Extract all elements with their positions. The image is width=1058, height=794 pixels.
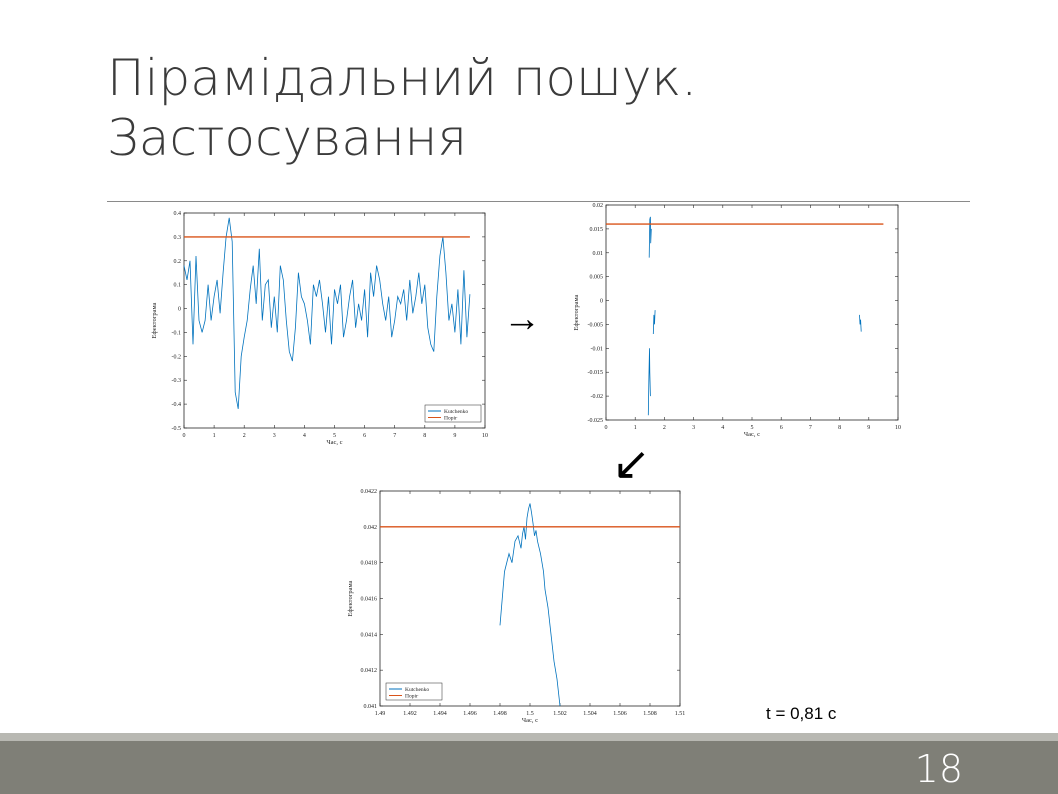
legend-label: Kutchenko: [444, 409, 468, 415]
y-tick-label: 0.015: [590, 227, 604, 233]
x-tick-label: 1.506: [613, 711, 627, 717]
x-tick-label: 5: [333, 433, 336, 439]
y-tick-label: -0.5: [172, 426, 182, 432]
chart-detection: 0 1 2 3 4 5 6 7 8 9 10 -0.025 -0.02 -0.015 -0.01 -0.005…: [573, 203, 901, 438]
x-tick-label: 3: [273, 433, 276, 439]
x-tick-label: 9: [453, 433, 456, 439]
y-tick-label: -0.01: [591, 346, 604, 352]
y-tick-label: 0.0412: [361, 668, 378, 674]
y-tick-label: 0.4: [174, 211, 182, 217]
x-tick-label: 10: [895, 425, 901, 431]
x-tick-label: 10: [482, 433, 488, 439]
arrow-right-icon: →: [503, 298, 541, 340]
y-tick-label: 0: [178, 307, 181, 313]
x-tick-label: 0: [605, 425, 608, 431]
slide-title: Пірамідальний пошук. Застосування: [107, 48, 1007, 168]
footer-accent: [0, 733, 1058, 741]
y-tick-label: 0.005: [590, 275, 604, 281]
x-tick-label: 1: [634, 425, 637, 431]
x-tick-label: 9: [867, 425, 870, 431]
y-tick-label: -0.1: [172, 330, 182, 336]
plot-area: [183, 212, 486, 429]
title-divider: [107, 201, 970, 202]
y-tick-label: 0.3: [174, 235, 182, 241]
x-tick-label: 4: [303, 433, 306, 439]
title-line-1: Пірамідальний пошук.: [107, 49, 698, 107]
y-tick-label: 0.041: [364, 704, 378, 710]
x-tick-label: 6: [363, 433, 366, 439]
y-tick-label: 0.0414: [361, 632, 378, 638]
y-tick-label: -0.005: [588, 322, 604, 328]
signal-line: [647, 348, 651, 416]
y-tick-label: -0.4: [172, 402, 182, 408]
title-line-2: Застосування: [107, 109, 467, 167]
y-tick-label: -0.025: [588, 418, 604, 424]
x-tick-label: 0: [183, 433, 186, 439]
y-tick-label: 0.2: [174, 259, 182, 265]
x-tick-label: 8: [838, 425, 841, 431]
x-axis-label: Час, с: [522, 717, 538, 724]
signal-line: [859, 314, 862, 332]
x-tick-label: 1.5: [526, 711, 534, 717]
arrow-down-left-icon: ↙: [612, 436, 651, 490]
y-tick-label: -0.02: [591, 394, 604, 400]
x-tick-label: 7: [393, 433, 396, 439]
x-tick-label: 1.49: [375, 711, 386, 717]
chart-zoom: 1.49 1.492 1.494 1.496 1.498 1.5 1.502 1.504 1.5…: [347, 489, 686, 724]
x-tick-label: 2: [243, 433, 246, 439]
x-tick-label: 1.51: [675, 711, 686, 717]
y-tick-label: 0.1: [174, 283, 182, 289]
x-tick-label: 1.498: [493, 711, 507, 717]
y-axis-label: Ефектограма: [573, 294, 580, 330]
x-tick-label: 1.504: [583, 711, 597, 717]
x-tick-label: 7: [809, 425, 812, 431]
chart-full-signal: 0 1 2 3 4 5 6 7 8 9 10 -0.5 -0.4 -0.3 -0.2 -0.1 0 0.1 0.2 0…: [151, 211, 488, 446]
x-tick-label: 3: [692, 425, 695, 431]
y-axis-label: Ефектограма: [151, 302, 158, 338]
x-tick-label: 1.494: [433, 711, 447, 717]
x-tick-label: 2: [663, 425, 666, 431]
signal-line: [648, 216, 652, 258]
y-tick-label: 0.0416: [361, 597, 378, 603]
y-axis-label: Ефектограма: [347, 580, 354, 616]
legend-label: Kutchenko: [405, 687, 429, 693]
footer-bar: 18: [0, 741, 1058, 794]
x-tick-label: 1.508: [643, 711, 657, 717]
x-tick-label: 1.496: [463, 711, 477, 717]
x-tick-label: 4: [721, 425, 724, 431]
legend-label: Поріг: [405, 694, 419, 700]
x-axis-label: Час, с: [744, 431, 760, 438]
signal-line: [652, 310, 656, 335]
y-tick-label: 0.02: [593, 203, 604, 209]
y-tick-label: 0.0422: [361, 489, 378, 495]
x-tick-label: 8: [423, 433, 426, 439]
legend-label: Поріг: [444, 416, 458, 422]
x-tick-label: 1.502: [553, 711, 567, 717]
slide-number: 18: [914, 747, 963, 791]
result-time: t = 0,81 с: [766, 704, 837, 723]
x-tick-label: 6: [780, 425, 783, 431]
plot-area: [379, 490, 681, 707]
y-tick-label: 0.01: [593, 251, 604, 257]
y-tick-label: -0.2: [172, 354, 182, 360]
signal-line: [499, 503, 561, 707]
x-tick-label: 1.492: [403, 711, 417, 717]
y-tick-label: 0.042: [364, 525, 378, 531]
y-tick-label: -0.015: [588, 370, 604, 376]
y-tick-label: 0: [600, 299, 603, 305]
y-tick-label: 0.0418: [361, 561, 378, 567]
x-tick-label: 1: [213, 433, 216, 439]
x-tick-label: 5: [751, 425, 754, 431]
signal-line: [183, 217, 471, 409]
x-axis-label: Час, с: [326, 439, 342, 446]
y-tick-label: -0.3: [172, 378, 182, 384]
